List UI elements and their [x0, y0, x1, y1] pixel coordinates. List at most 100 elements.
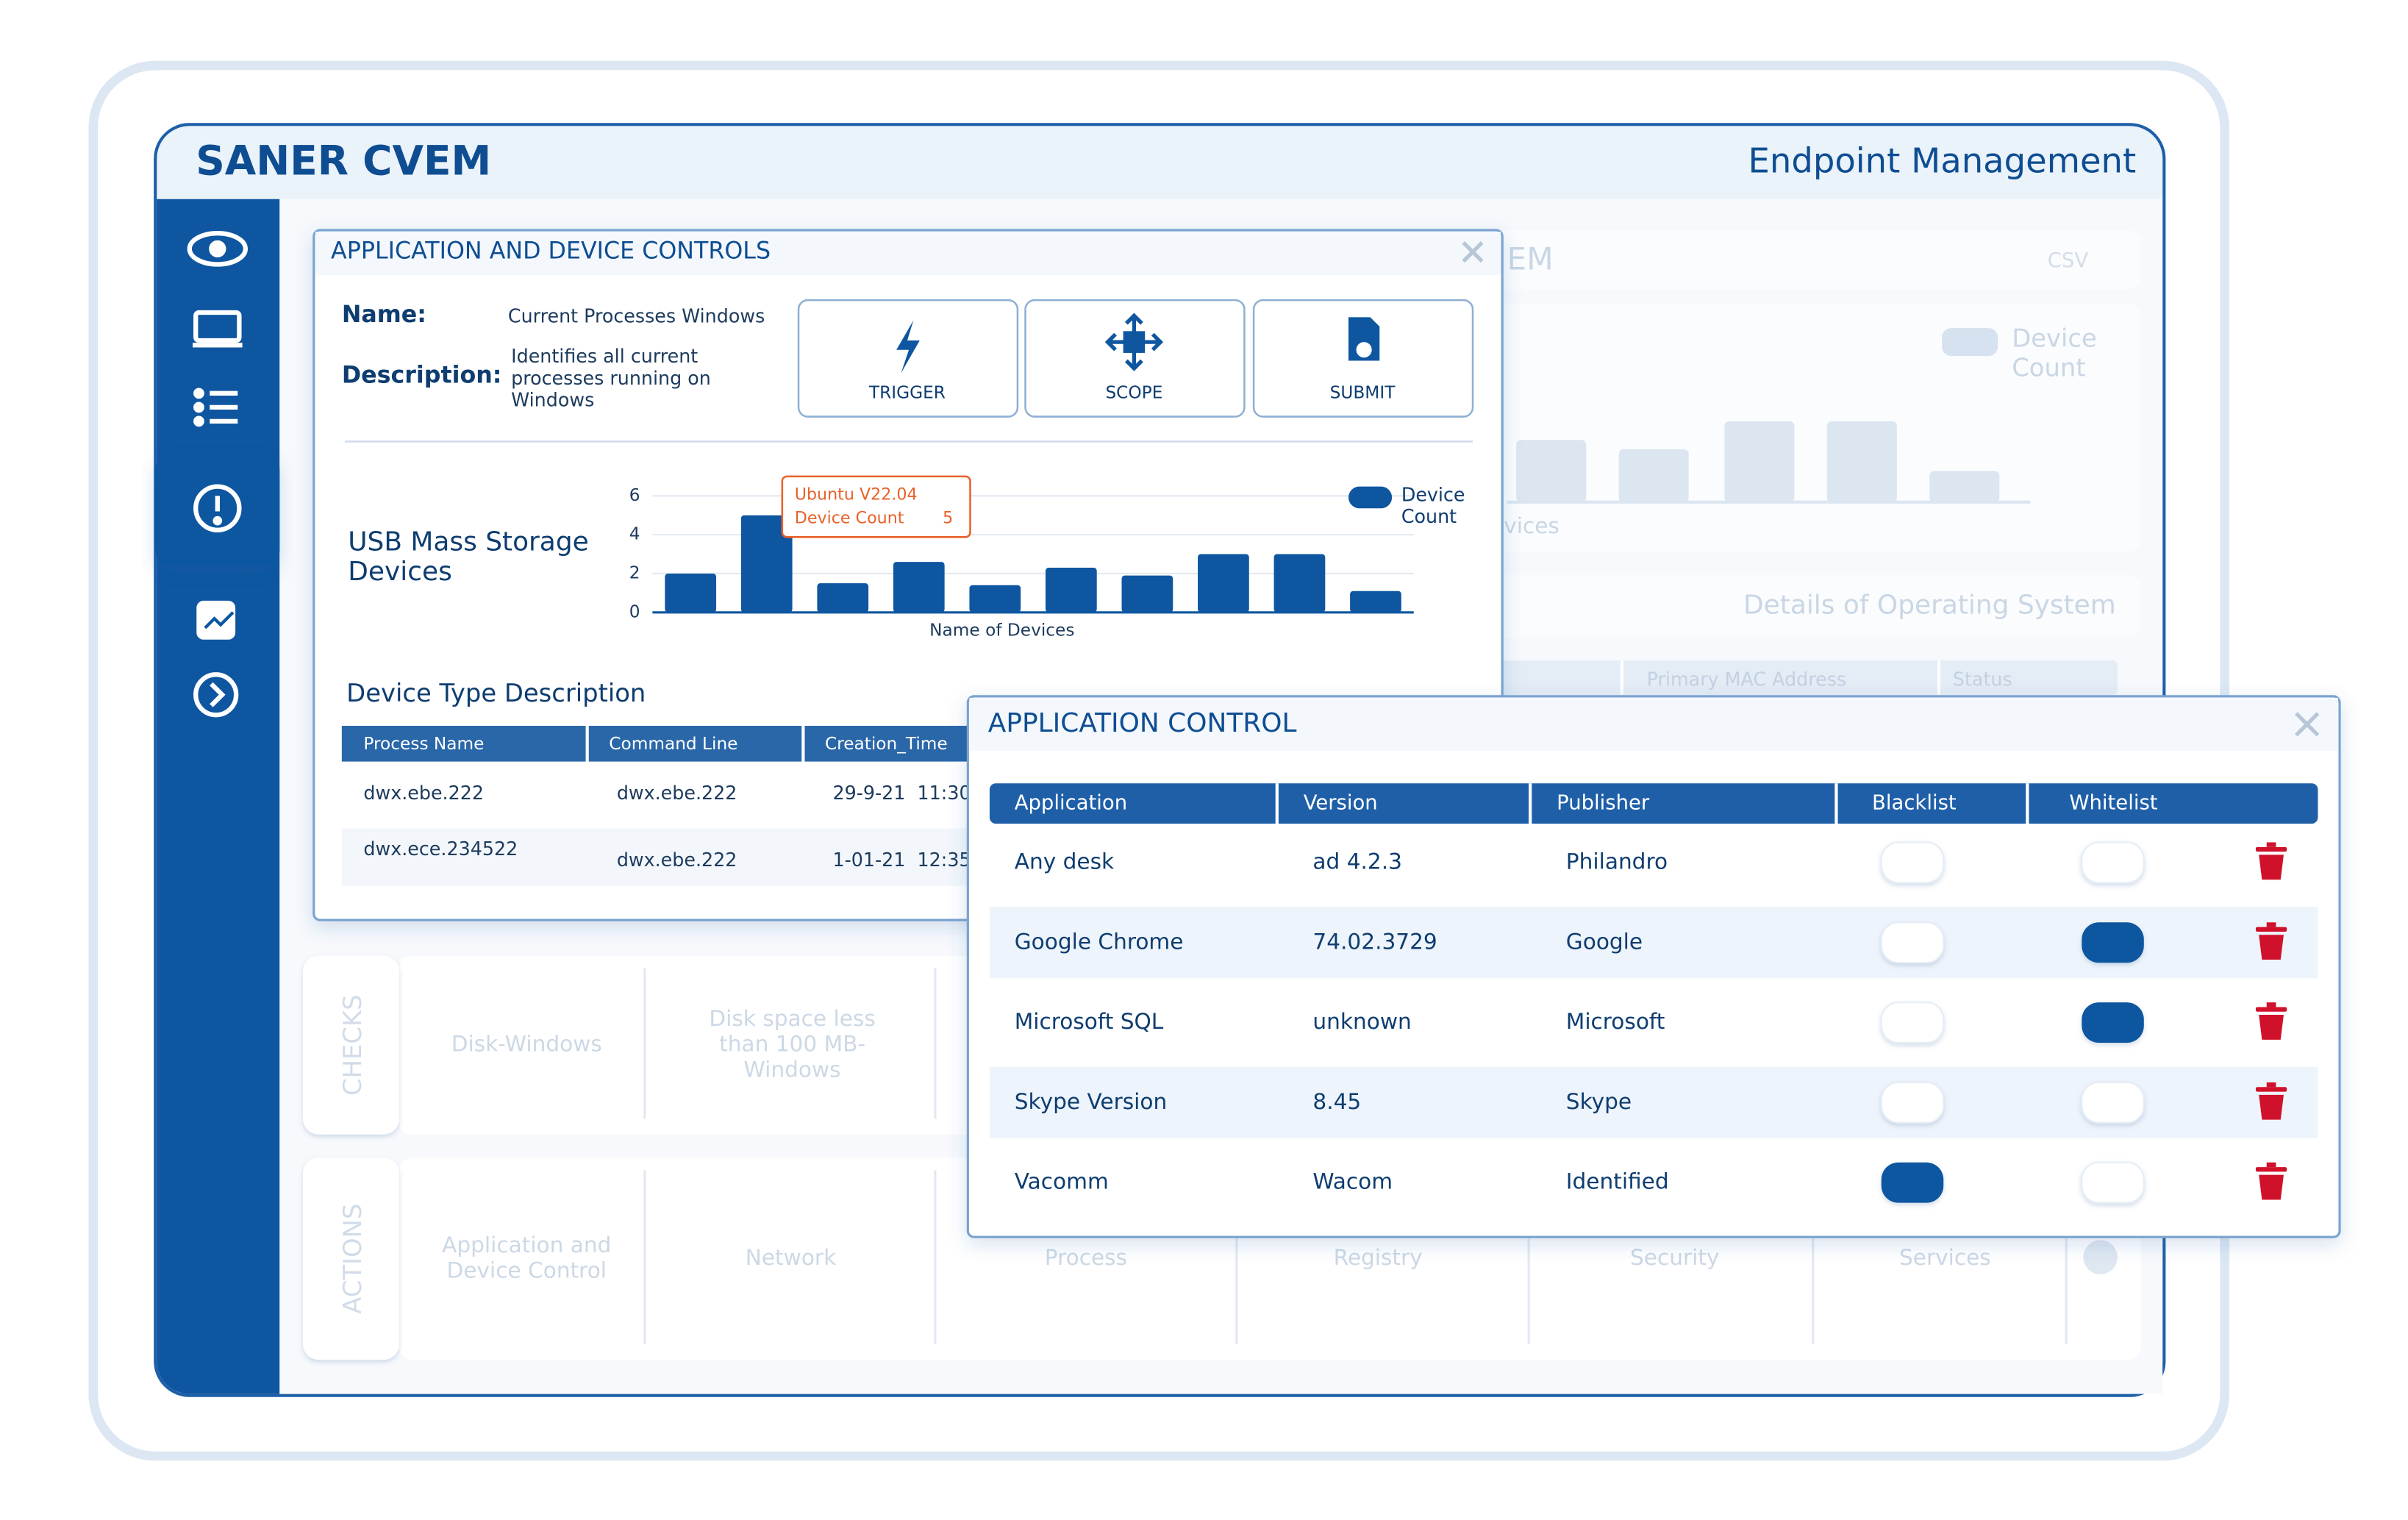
whitelist-toggle[interactable] — [2082, 1002, 2144, 1043]
delete-button[interactable] — [2255, 922, 2287, 960]
table-header — [341, 726, 995, 762]
faded-next-button[interactable] — [2083, 1240, 2118, 1274]
delete-icon-handle — [2266, 922, 2276, 927]
csv-button: CSV — [2048, 249, 2089, 272]
table-cell: Identified — [1566, 1169, 1669, 1194]
table-cell: Skype — [1566, 1089, 1632, 1114]
delete-icon-lid — [2255, 846, 2287, 852]
table-cell: Microsoft SQL — [1015, 1009, 1164, 1034]
bar — [893, 562, 945, 613]
table-row — [341, 828, 995, 886]
bar — [1045, 568, 1097, 613]
faded-column: Status — [1953, 668, 2012, 691]
tooltip-series: Device Count — [795, 508, 904, 527]
alert-icon[interactable] — [193, 484, 242, 532]
delete-icon-lid — [2255, 1087, 2287, 1092]
dialog-titlebar — [969, 697, 2338, 751]
delete-button[interactable] — [2255, 1002, 2287, 1040]
monitor-icon[interactable] — [193, 310, 243, 348]
whitelist-toggle[interactable] — [2081, 1081, 2145, 1124]
blacklist-toggle[interactable] — [1880, 1002, 1945, 1044]
bar — [817, 583, 869, 613]
blacklist-toggle[interactable] — [1881, 1162, 1944, 1203]
x-axis-label: Name of Devices — [929, 621, 1074, 641]
faded-bar — [1826, 421, 1897, 502]
report-icon[interactable] — [196, 600, 236, 640]
product-title: SANER CVEM — [196, 137, 491, 184]
sidebar-icons — [155, 231, 280, 718]
table-cell: Google — [1566, 929, 1643, 954]
faded-bar — [1618, 449, 1689, 502]
section-item: Disk-Windows — [451, 1032, 602, 1057]
table-cell: Wacom — [1312, 1169, 1393, 1194]
sidebar — [157, 199, 280, 1394]
column-header: Command Line — [609, 734, 737, 754]
section-item: Application and — [442, 1232, 611, 1257]
section-item: Security — [1630, 1245, 1719, 1270]
column-header: Process Name — [363, 734, 484, 754]
field-label: Description: — [342, 363, 502, 389]
delete-button[interactable] — [2255, 1162, 2287, 1200]
table-header — [989, 783, 2318, 824]
column-header: Application — [1015, 792, 1127, 815]
faded-legend: Count — [2012, 354, 2085, 382]
card — [1494, 230, 2141, 290]
chart-title: Devices — [348, 557, 452, 587]
close-button[interactable] — [2295, 712, 2320, 737]
delete-button[interactable] — [2255, 842, 2287, 880]
button-label: TRIGGER — [868, 382, 946, 402]
section-item: Device Control — [447, 1258, 607, 1283]
table-cell: Vacomm — [1015, 1169, 1109, 1194]
column-header: Whitelist — [2069, 792, 2157, 815]
card — [1494, 575, 2141, 638]
delete-icon-lid — [2255, 1167, 2287, 1172]
table-cell: Microsoft — [1566, 1009, 1665, 1034]
field-value: processes running on — [511, 367, 711, 389]
whitelist-toggle[interactable] — [2081, 1161, 2145, 1204]
bar — [969, 585, 1021, 613]
table-cell: unknown — [1312, 1009, 1411, 1034]
blacklist-toggle[interactable] — [1880, 921, 1945, 964]
whitelist-toggle[interactable] — [2082, 922, 2144, 963]
delete-button[interactable] — [2255, 1082, 2287, 1120]
legend-label: Device Count — [1401, 483, 1465, 527]
delete-icon-lid — [2255, 927, 2287, 932]
blacklist-toggle[interactable] — [1880, 1081, 1945, 1124]
eye-icon[interactable] — [187, 231, 249, 267]
list-icon[interactable] — [193, 388, 238, 427]
submit-icon-badge — [1356, 342, 1372, 358]
table-title: Device Type Description — [346, 679, 646, 707]
tooltip-value: 5 — [943, 508, 953, 527]
page-title: Endpoint Management — [1748, 141, 2137, 181]
faded-legend: Device — [2012, 324, 2097, 352]
y-tick-label: 2 — [629, 563, 640, 582]
section-item: Network — [746, 1245, 837, 1270]
faded-bar — [1929, 471, 2000, 502]
header-bar — [157, 126, 2163, 199]
faded-header-row — [1494, 660, 2118, 695]
next-icon[interactable] — [193, 672, 239, 718]
column-header: Publisher — [1557, 792, 1650, 815]
delete-icon-lid — [2255, 1007, 2287, 1012]
trigger-icon — [896, 320, 920, 374]
table-cell: dwx.ebe.222 — [363, 782, 484, 804]
faded-axis-label: vices — [1504, 513, 1560, 538]
faded-column: Primary MAC Address — [1647, 668, 1846, 691]
section-label-card — [303, 955, 400, 1135]
blacklist-toggle[interactable] — [1880, 841, 1945, 884]
field-value: Identifies all current — [511, 345, 698, 367]
faded-bar — [1724, 421, 1795, 502]
close-button[interactable] — [1462, 241, 1484, 263]
dialog-title: APPLICATION AND DEVICE CONTROLS — [331, 238, 771, 265]
table-cell: ad 4.2.3 — [1312, 849, 1402, 874]
whitelist-toggle[interactable] — [2081, 841, 2145, 884]
tooltip — [781, 475, 971, 538]
delete-icon-body — [2259, 1015, 2284, 1040]
delete-icon-body — [2259, 854, 2284, 880]
table-cell: Any desk — [1015, 849, 1115, 874]
panel-title: EM — [1507, 241, 1554, 277]
delete-icon-body — [2259, 935, 2284, 960]
section-item: Windows — [744, 1057, 841, 1082]
